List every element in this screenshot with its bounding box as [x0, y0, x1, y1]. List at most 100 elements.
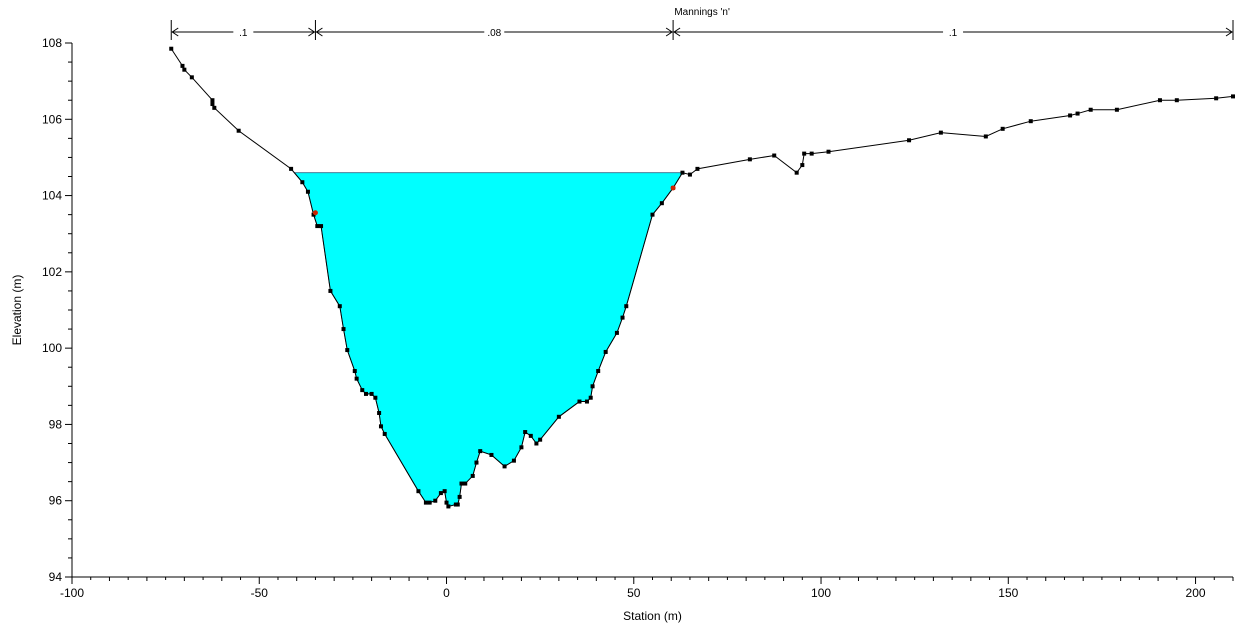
ground-point — [354, 376, 359, 381]
ground-point — [455, 502, 460, 507]
ground-point — [289, 166, 294, 171]
mannings-value-label: .08 — [487, 28, 501, 39]
y-tick-label: 96 — [49, 494, 63, 508]
ground-point — [772, 153, 777, 158]
ground-point — [556, 414, 561, 419]
ground-point — [459, 481, 464, 486]
ground-point — [433, 498, 438, 503]
ground-point — [444, 500, 449, 505]
ground-point — [169, 46, 174, 51]
mannings-arrow-left — [171, 27, 179, 37]
ground-point — [416, 489, 421, 494]
ground-point — [319, 224, 324, 229]
ground-point — [360, 388, 365, 393]
ground-point — [315, 224, 320, 229]
ground-point — [1214, 96, 1219, 101]
ground-point — [210, 98, 215, 103]
ground-point — [377, 410, 382, 415]
ground-point — [212, 105, 217, 110]
ground-point — [1157, 98, 1162, 103]
ground-point — [747, 157, 752, 162]
ground-point — [650, 212, 655, 217]
x-axis: -100 -50 0 50 100 150 200 — [60, 576, 1234, 600]
ground-point — [1231, 94, 1235, 99]
ground-point — [446, 504, 451, 509]
ground-point — [236, 128, 241, 133]
mannings-arrow-left — [315, 27, 323, 37]
ground-point — [624, 304, 629, 309]
ground-point — [938, 130, 943, 135]
x-tick-label: 50 — [627, 586, 641, 600]
y-tick-label: 94 — [49, 570, 63, 584]
ground-point — [620, 315, 625, 320]
ground-point — [457, 494, 462, 499]
y-tick-label: 106 — [42, 112, 62, 126]
mannings-arrow-left — [673, 27, 681, 37]
ground-point — [680, 170, 685, 175]
ground-point — [528, 433, 533, 438]
ground-point — [182, 67, 187, 72]
ground-point — [596, 369, 601, 374]
bank-station-marker — [670, 185, 676, 191]
x-tick-label: -50 — [251, 586, 269, 600]
ground-point — [305, 189, 310, 194]
ground-point — [523, 430, 528, 435]
y-axis-label: Elevation (m) — [10, 275, 24, 346]
ground-point — [538, 437, 543, 442]
y-tick-label: 98 — [49, 417, 63, 431]
ground-point — [328, 288, 333, 293]
ground-point — [470, 473, 475, 478]
ground-point — [463, 481, 468, 486]
x-tick-label: 150 — [998, 586, 1018, 600]
ground-point — [378, 424, 383, 429]
y-tick-label: 104 — [42, 189, 62, 203]
bank-station-markers — [312, 185, 676, 216]
ground-point — [802, 151, 807, 156]
ground-point — [189, 75, 194, 80]
bank-station-marker — [312, 210, 318, 216]
mannings-value-label: .1 — [949, 28, 958, 39]
ground-point — [1000, 126, 1005, 131]
ground-point — [427, 500, 432, 505]
ground-point — [590, 384, 595, 389]
ground-point — [794, 170, 799, 175]
x-tick-label: 100 — [811, 586, 831, 600]
ground-point — [345, 348, 350, 353]
ground-point — [478, 449, 483, 454]
ground-point — [534, 441, 539, 446]
ground-point — [614, 330, 619, 335]
ground-point — [423, 500, 428, 505]
ground-points — [169, 46, 1235, 509]
ground-point — [352, 369, 357, 374]
y-tick-label: 100 — [42, 341, 62, 355]
mannings-value-label: .1 — [239, 28, 248, 39]
ground-point — [363, 391, 368, 396]
y-tick-label: 108 — [42, 36, 62, 50]
ground-point — [300, 180, 305, 185]
ground-point — [687, 172, 692, 177]
ground-point — [1088, 107, 1093, 112]
ground-point — [511, 458, 516, 463]
ground-point — [983, 134, 988, 139]
ground-point — [489, 452, 494, 457]
ground-point — [341, 327, 346, 332]
ground-point — [474, 460, 479, 465]
ground-point — [577, 399, 582, 404]
mannings-title: Mannings 'n' — [674, 7, 730, 18]
ground-point — [442, 489, 447, 494]
ground-point — [502, 464, 507, 469]
x-tick-label: 0 — [443, 586, 450, 600]
mannings-arrow-right — [1225, 27, 1233, 37]
ground-point — [826, 149, 831, 154]
ground-point — [1075, 111, 1080, 116]
ground-point — [311, 212, 316, 217]
ground-point — [800, 163, 805, 168]
ground-point — [382, 431, 387, 436]
ground-point — [180, 63, 185, 68]
x-tick-label: 200 — [1186, 586, 1206, 600]
ground-point — [584, 399, 589, 404]
ground-point — [907, 138, 912, 143]
ground-point — [210, 102, 215, 107]
mannings-n-bar: Mannings 'n' .1 .08 .1 — [170, 7, 1234, 40]
